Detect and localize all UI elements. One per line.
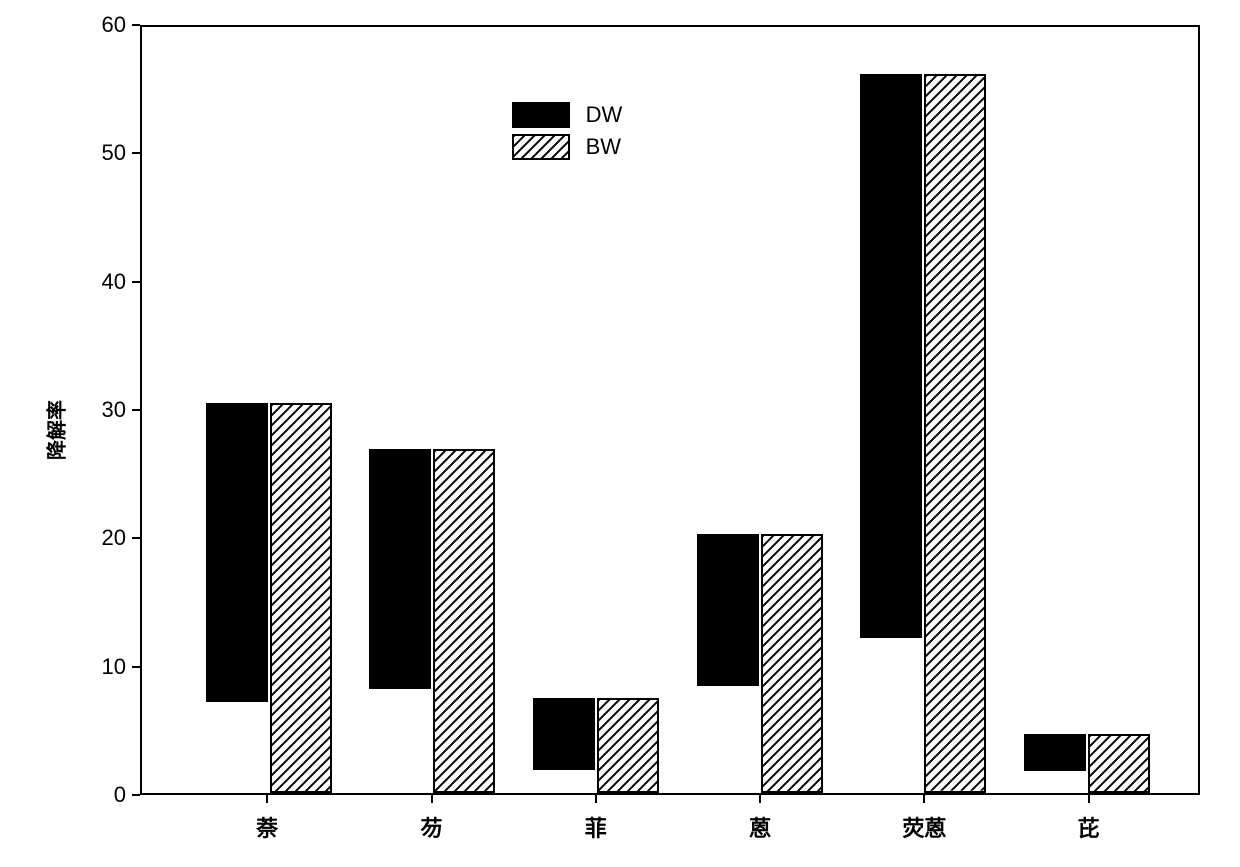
x-tick: 芘 bbox=[1078, 795, 1100, 843]
legend-item: DW bbox=[512, 102, 623, 128]
bar-BW bbox=[433, 449, 495, 793]
x-tick-mark bbox=[923, 795, 925, 803]
y-tick-mark bbox=[132, 537, 140, 539]
y-tick: 20 bbox=[50, 525, 138, 551]
y-tick-mark bbox=[132, 152, 140, 154]
bar-group bbox=[697, 534, 823, 793]
y-tick-mark bbox=[132, 794, 140, 796]
bar-DW bbox=[860, 74, 922, 637]
x-tick-mark bbox=[430, 795, 432, 803]
x-tick: 萘 bbox=[256, 795, 278, 843]
x-tick-mark bbox=[266, 795, 268, 803]
x-tick-label: 荧蒽 bbox=[902, 811, 946, 843]
bar-DW bbox=[369, 449, 431, 689]
legend-label: DW bbox=[586, 102, 623, 128]
x-tick-label: 芴 bbox=[420, 811, 442, 843]
bar-group bbox=[369, 449, 495, 793]
x-tick: 菲 bbox=[585, 795, 607, 843]
x-tick: 芴 bbox=[420, 795, 442, 843]
bar-BW bbox=[270, 403, 332, 793]
chart-container: 降解率 0102030405060 DWBW 萘芴菲蒽荧蒽芘 bbox=[50, 10, 1230, 850]
legend-label: BW bbox=[586, 134, 621, 160]
bar-BW bbox=[1088, 734, 1150, 793]
y-axis: 0102030405060 bbox=[50, 25, 138, 795]
x-tick-label: 芘 bbox=[1078, 811, 1100, 843]
x-tick-mark bbox=[759, 795, 761, 803]
bar-BW bbox=[761, 534, 823, 793]
bar-BW bbox=[924, 74, 986, 793]
plot-area: DW BW bbox=[140, 25, 1200, 795]
bar-DW bbox=[533, 698, 595, 770]
bar-group bbox=[860, 74, 986, 793]
bar-group bbox=[206, 403, 332, 793]
legend: DW BW bbox=[512, 102, 623, 160]
bar-group bbox=[1024, 734, 1150, 793]
legend-swatch bbox=[512, 134, 570, 160]
x-tick-mark bbox=[1088, 795, 1090, 803]
y-tick: 50 bbox=[50, 140, 138, 166]
y-tick: 10 bbox=[50, 654, 138, 680]
bar-BW bbox=[597, 698, 659, 793]
y-tick-mark bbox=[132, 281, 140, 283]
x-tick-label: 蒽 bbox=[749, 811, 771, 843]
x-tick: 荧蒽 bbox=[902, 795, 946, 843]
bar-DW bbox=[697, 534, 759, 687]
x-tick-label: 菲 bbox=[585, 811, 607, 843]
y-tick-mark bbox=[132, 409, 140, 411]
x-tick-mark bbox=[595, 795, 597, 803]
bar-group bbox=[533, 698, 659, 793]
bar-DW bbox=[1024, 734, 1086, 771]
bar-DW bbox=[206, 403, 268, 702]
y-tick-mark bbox=[132, 24, 140, 26]
x-tick: 蒽 bbox=[749, 795, 771, 843]
bars-container bbox=[142, 27, 1198, 793]
y-tick: 40 bbox=[50, 269, 138, 295]
legend-swatch bbox=[512, 102, 570, 128]
y-tick: 60 bbox=[50, 12, 138, 38]
legend-item: BW bbox=[512, 134, 623, 160]
x-tick-label: 萘 bbox=[256, 811, 278, 843]
x-axis: 萘 芴 菲 蒽 荧蒽 芘 bbox=[140, 795, 1200, 850]
y-tick: 30 bbox=[50, 397, 138, 423]
y-tick: 0 bbox=[50, 782, 138, 808]
y-tick-mark bbox=[132, 666, 140, 668]
